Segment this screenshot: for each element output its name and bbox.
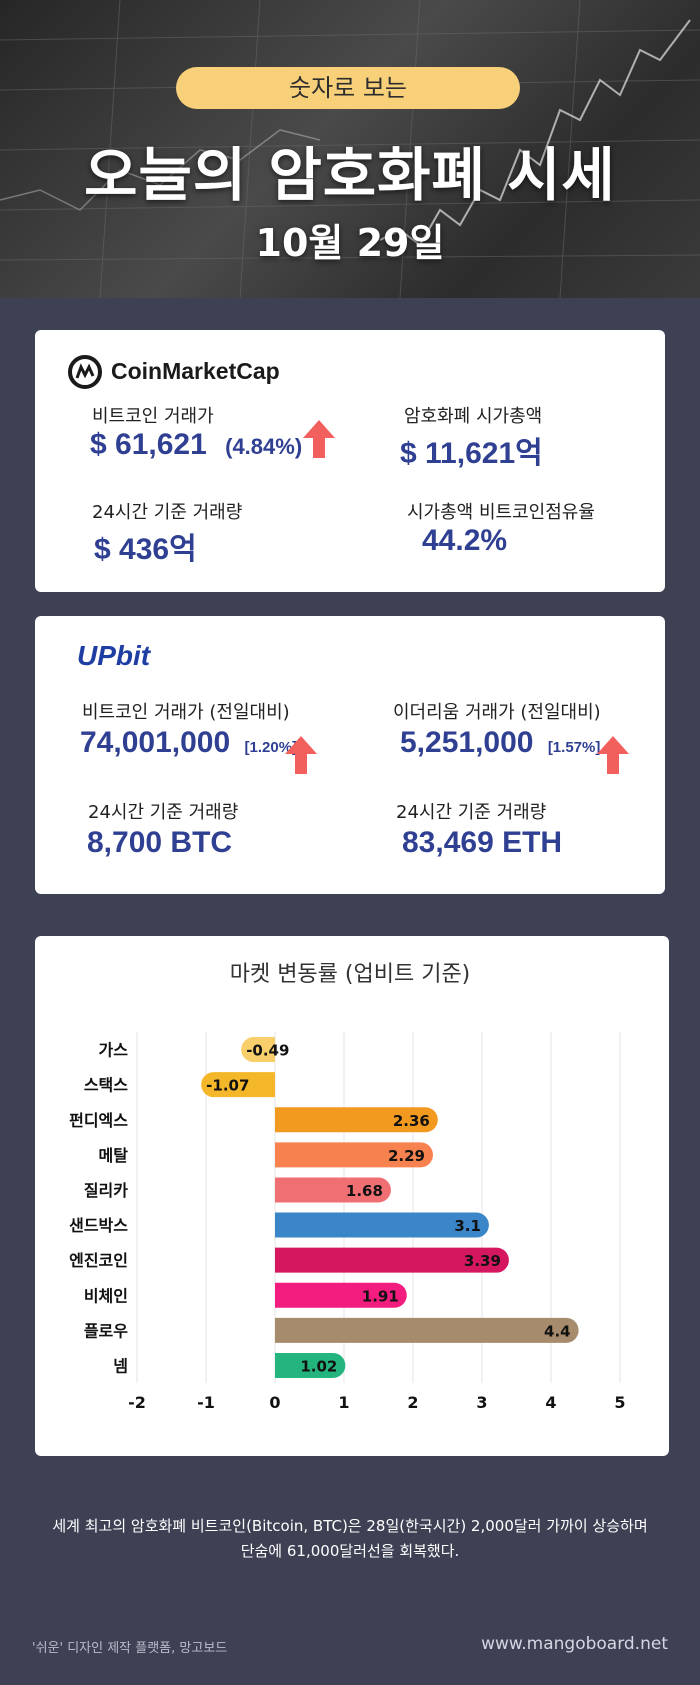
hero-banner: 숫자로 보는 오늘의 암호화폐 시세 10월 29일 (0, 0, 700, 298)
btc-price-change: (4.84%) (225, 434, 303, 459)
coinmarketcap-logo-text: CoinMarketCap (111, 358, 280, 384)
upbit-btc-change: [1.20%] (244, 739, 298, 756)
category-label: 샌드박스 (69, 1216, 128, 1235)
value-label: -0.49 (246, 1042, 289, 1060)
category-label: 엔진코인 (69, 1251, 128, 1270)
upbit-btc-volume-label: 24시간 기준 거래량 (88, 802, 239, 823)
bar (275, 1247, 509, 1273)
bar (275, 1212, 489, 1238)
volume-value: $ 436억 (94, 533, 197, 566)
x-tick-label: 0 (269, 1393, 280, 1412)
upbit-eth-change: [1.57%] (547, 739, 601, 756)
value-label: 2.36 (393, 1112, 430, 1130)
value-label: 3.1 (454, 1217, 481, 1235)
category-label: 스택스 (84, 1076, 128, 1095)
upbit-eth-value: 5,251,000 [1.57%] (400, 726, 601, 759)
market-cap-value: $ 11,621억 (400, 437, 543, 470)
chart-title: 마켓 변동률 (업비트 기준) (229, 962, 471, 987)
upbit-btc-label: 비트코인 거래가 (전일대비) (82, 702, 290, 723)
upbit-btc-volume-value: 8,700 BTC (87, 826, 233, 859)
x-tick-label: -2 (128, 1393, 146, 1412)
btc-price-value: $ 61,621 (4.84%) (90, 428, 303, 461)
bar (275, 1317, 579, 1343)
description: 세계 최고의 암호화폐 비트코인(Bitcoin, BTC)은 28일(한국시간… (40, 1514, 660, 1564)
x-tick-label: 5 (614, 1393, 625, 1412)
site-link[interactable]: www.mangoboard.net (481, 1634, 668, 1654)
upbit-logo: UPbit (77, 640, 151, 671)
page-title: 오늘의 암호화폐 시세 (84, 141, 616, 209)
bar (275, 1352, 346, 1378)
upbit-eth-label: 이더리움 거래가 (전일대비) (393, 702, 601, 723)
category-label: 비체인 (84, 1286, 128, 1305)
hero-pill: 숫자로 보는 (176, 67, 520, 109)
market-cap-label: 암호화폐 시가총액 (404, 406, 543, 427)
page-date: 10월 29일 (255, 221, 445, 265)
credit-text: '쉬운' 디자인 제작 플랫폼, 망고보드 (32, 1641, 228, 1656)
bar-chart: -2 -1 0 1 2 3 4 5 가스 -0.49 스택스 -1.07 펀디엑스 2.36 메탈 2.29 질… (69, 1032, 626, 1412)
category-label: 가스 (99, 1041, 129, 1060)
value-label: 1.91 (362, 1287, 399, 1305)
value-label: 2.29 (388, 1147, 425, 1165)
category-label: 펀디엑스 (69, 1111, 128, 1130)
up-arrow-icon (285, 736, 317, 774)
bar (275, 1282, 407, 1308)
x-tick-label: 1 (338, 1393, 349, 1412)
x-tick-label: -1 (197, 1393, 215, 1412)
up-arrow-icon (597, 736, 629, 774)
bar (275, 1107, 438, 1133)
x-tick-label: 3 (476, 1393, 487, 1412)
category-label: 플로우 (84, 1321, 128, 1340)
upbit-eth-volume-value: 83,469 ETH (402, 826, 563, 859)
value-label: 4.4 (544, 1322, 571, 1340)
volume-label: 24시간 기준 거래량 (92, 502, 243, 523)
up-arrow-icon (303, 420, 335, 458)
upbit-card: UPbit 비트코인 거래가 (전일대비) 74,001,000 [1.20%]… (35, 616, 665, 894)
description-line-1: 세계 최고의 암호화폐 비트코인(Bitcoin, BTC)은 28일(한국시간… (52, 1517, 648, 1535)
category-label: 메탈 (99, 1146, 129, 1165)
x-tick-label: 4 (545, 1393, 556, 1412)
x-tick-label: 2 (407, 1393, 418, 1412)
upbit-btc-value: 74,001,000 [1.20%] (80, 726, 298, 759)
value-label: 1.68 (346, 1182, 383, 1200)
dominance-label: 시가총액 비트코인점유율 (407, 502, 595, 523)
coinmarketcap-card: CoinMarketCap 비트코인 거래가 $ 61,621 (4.84%) … (35, 330, 665, 592)
bar (241, 1037, 275, 1063)
description-line-2: 단숨에 61,000달러선을 회복했다. (240, 1542, 460, 1560)
btc-price-label: 비트코인 거래가 (92, 406, 214, 427)
bar (201, 1072, 275, 1098)
category-label: 넴 (113, 1356, 128, 1375)
value-label: 3.39 (464, 1252, 501, 1270)
value-label: 1.02 (300, 1357, 337, 1375)
category-label: 질리카 (84, 1181, 128, 1200)
value-label: -1.07 (206, 1077, 249, 1095)
dominance-value: 44.2% (422, 524, 508, 557)
bar (275, 1142, 434, 1168)
upbit-eth-volume-label: 24시간 기준 거래량 (396, 802, 547, 823)
bar (275, 1177, 391, 1203)
coinmarketcap-logo-icon (68, 355, 102, 389)
